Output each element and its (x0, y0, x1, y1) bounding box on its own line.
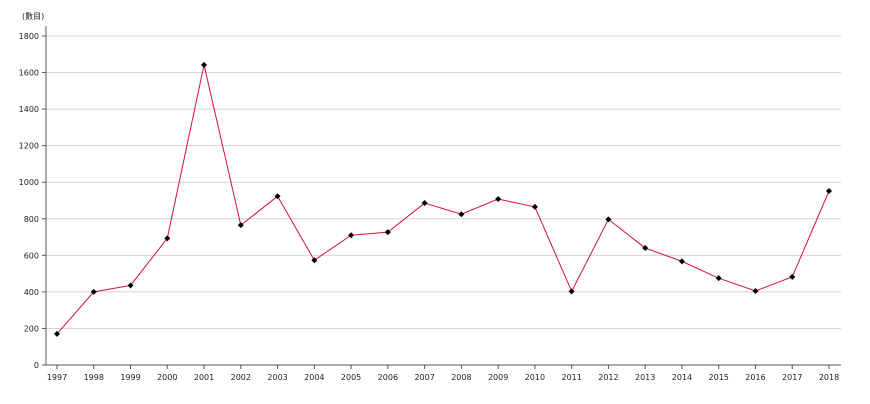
data-point-2000 (164, 235, 171, 242)
x-tick-label-1999: 1999 (120, 373, 140, 382)
y-tick-label-1800: 1800 (19, 32, 39, 41)
data-point-2014 (678, 258, 685, 265)
data-point-1997 (54, 330, 60, 337)
data-point-2006 (384, 229, 391, 236)
x-tick-label-1998: 1998 (84, 373, 104, 382)
x-tick-label-2009: 2009 (488, 373, 508, 382)
x-tick-label-2008: 2008 (451, 373, 471, 382)
x-tick-label-2011: 2011 (561, 373, 581, 382)
data-point-2004 (311, 257, 318, 264)
data-point-1999 (127, 282, 134, 289)
x-tick-label-2005: 2005 (341, 373, 361, 382)
x-tick-label-2014: 2014 (672, 373, 692, 382)
y-tick-label-200: 200 (24, 324, 39, 333)
x-tick-label-2000: 2000 (157, 373, 177, 382)
y-tick-label-800: 800 (24, 215, 39, 224)
x-tick-label-2001: 2001 (194, 373, 214, 382)
data-point-2018 (826, 187, 832, 194)
y-unit-label: (數目) (22, 11, 44, 21)
y-tick-label-1400: 1400 (19, 105, 39, 114)
data-point-2001 (201, 61, 208, 68)
data-point-2008 (458, 211, 465, 218)
y-tick-label-400: 400 (24, 288, 39, 297)
data-point-2011 (568, 288, 575, 295)
x-tick-label-2007: 2007 (414, 373, 434, 382)
y-tick-label-600: 600 (24, 251, 39, 260)
y-tick-labels: 0 200 400 600 800 1000 1200 1400 1600 1800 (19, 32, 39, 370)
x-tick-label-2016: 2016 (745, 373, 765, 382)
y-tick-label-1000: 1000 (19, 178, 39, 187)
x-tick-label-2013: 2013 (635, 373, 655, 382)
x-tick-label-2006: 2006 (378, 373, 398, 382)
x-tick-label-2012: 2012 (598, 373, 618, 382)
data-point-2013 (642, 245, 649, 252)
y-tick-label-1600: 1600 (19, 69, 39, 78)
y-tick-label-0: 0 (34, 361, 39, 370)
x-tick-label-2015: 2015 (709, 373, 729, 382)
data-point-2012 (605, 216, 612, 223)
data-point-2017 (789, 273, 796, 280)
data-point-2007 (421, 200, 428, 207)
data-point-2005 (348, 232, 355, 239)
x-tick-label-2010: 2010 (525, 373, 545, 382)
series-line-0 (56, 64, 830, 335)
x-tick-labels: 1997 1998 1999 2000 2001 2002 2003 2004 2005 2006… (47, 373, 839, 382)
data-points (54, 61, 832, 337)
data-point-2016 (752, 287, 759, 294)
data-point-1998 (90, 288, 97, 295)
data-point-2015 (715, 275, 722, 282)
series-lines (56, 64, 830, 335)
data-point-2003 (274, 193, 281, 200)
x-tick-label-2004: 2004 (304, 373, 324, 382)
x-tick-label-2018: 2018 (819, 373, 839, 382)
data-point-2010 (531, 203, 538, 210)
x-tick-label-1997: 1997 (47, 373, 67, 382)
data-point-2009 (495, 196, 502, 203)
y-tick-label-1200: 1200 (19, 142, 39, 151)
data-point-2002 (237, 222, 244, 229)
x-tick-label-2003: 2003 (267, 373, 287, 382)
axes (42, 26, 841, 369)
gridlines (46, 35, 841, 329)
x-tick-label-2002: 2002 (231, 373, 251, 382)
x-tick-label-2017: 2017 (782, 373, 802, 382)
